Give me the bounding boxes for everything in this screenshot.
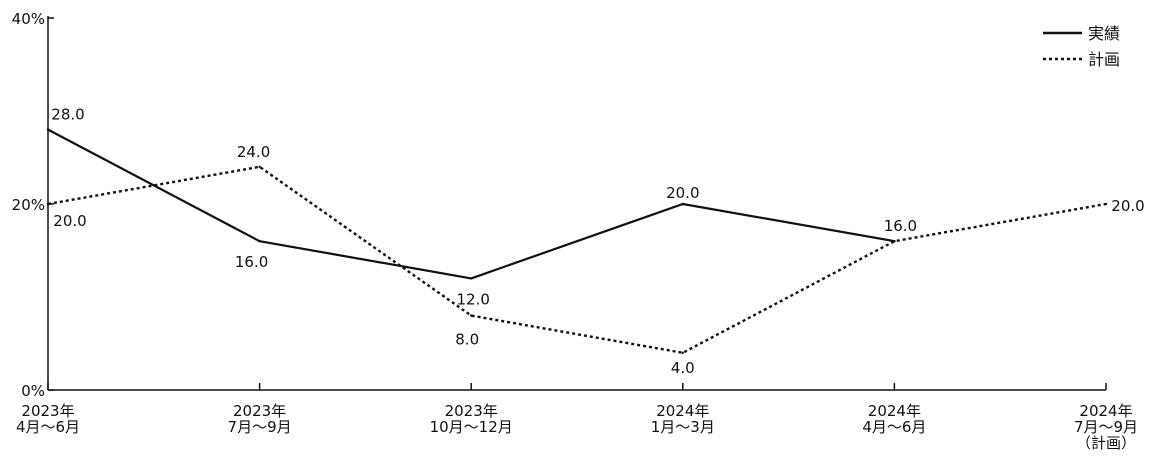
x-tick-label: 2023年 7月～9月 bbox=[228, 402, 292, 436]
x-tick-label-line: （計画） bbox=[1076, 434, 1136, 452]
x-tick-label-line: 7月～9月 bbox=[1074, 418, 1138, 436]
data-label: 20.0 bbox=[666, 184, 699, 202]
x-tick-label: 2024年 1月～3月 bbox=[651, 402, 715, 436]
x-tick-label-line: 2024年 bbox=[868, 402, 921, 420]
x-tick-label-line: 1月～3月 bbox=[651, 418, 715, 436]
data-point-実績 bbox=[46, 128, 50, 131]
y-tick-label: 40% bbox=[12, 10, 45, 28]
x-tick-label: 2024年 4月～6月 bbox=[862, 402, 926, 436]
x-tick-label-line: 10月～12月 bbox=[430, 418, 513, 436]
x-tick-label-line: 7月～9月 bbox=[228, 418, 292, 436]
data-label: 4.0 bbox=[671, 359, 695, 377]
legend-label-計画: 計画 bbox=[1088, 50, 1120, 69]
data-label: 16.0 bbox=[884, 217, 917, 235]
data-label: 20.0 bbox=[53, 212, 86, 230]
x-tick-label-line: 2024年 bbox=[1079, 402, 1132, 420]
data-point-実績 bbox=[470, 277, 473, 280]
x-tick-label-line: 4月～6月 bbox=[16, 418, 80, 436]
data-point-計画 bbox=[46, 202, 50, 206]
x-tick-label-line: 2023年 bbox=[21, 402, 74, 420]
legend-label-実績: 実績 bbox=[1088, 24, 1120, 43]
y-tick-label: 20% bbox=[12, 196, 45, 214]
x-tick-label-line: 2023年 bbox=[233, 402, 286, 420]
x-tick-label: 2023年 10月～12月 bbox=[430, 402, 513, 436]
x-tick-label-line: 4月～6月 bbox=[862, 418, 926, 436]
data-label: 24.0 bbox=[237, 143, 270, 161]
series-layer bbox=[46, 128, 1108, 354]
x-tick-label-line: 2023年 bbox=[445, 402, 498, 420]
data-label: 16.0 bbox=[235, 253, 268, 271]
data-point-計画 bbox=[1104, 202, 1108, 206]
data-point-実績 bbox=[258, 240, 261, 243]
x-tick-label-line: 2024年 bbox=[656, 402, 709, 420]
data-label: 28.0 bbox=[51, 106, 84, 124]
data-point-計画 bbox=[258, 165, 261, 168]
data-point-実績 bbox=[681, 202, 684, 206]
x-tick-label: 2024年 7月～9月（計画） bbox=[1074, 402, 1138, 452]
data-point-計画 bbox=[681, 351, 684, 354]
data-point-計画 bbox=[470, 314, 473, 317]
data-label: 20.0 bbox=[1111, 197, 1144, 215]
data-label: 8.0 bbox=[455, 331, 479, 349]
data-point-計画 bbox=[893, 240, 896, 243]
data-label: 12.0 bbox=[456, 290, 489, 308]
series-line-計画 bbox=[47, 165, 1107, 354]
series-line-実績 bbox=[47, 128, 895, 280]
data-labels: 28.0 16.0 12.0 20.0 20.0 24.0 8.0 4.0 16.0 20.0 bbox=[51, 106, 1144, 377]
x-tick-label: 2023年 4月～6月 bbox=[16, 402, 80, 436]
y-tick-label: 0% bbox=[21, 382, 45, 400]
